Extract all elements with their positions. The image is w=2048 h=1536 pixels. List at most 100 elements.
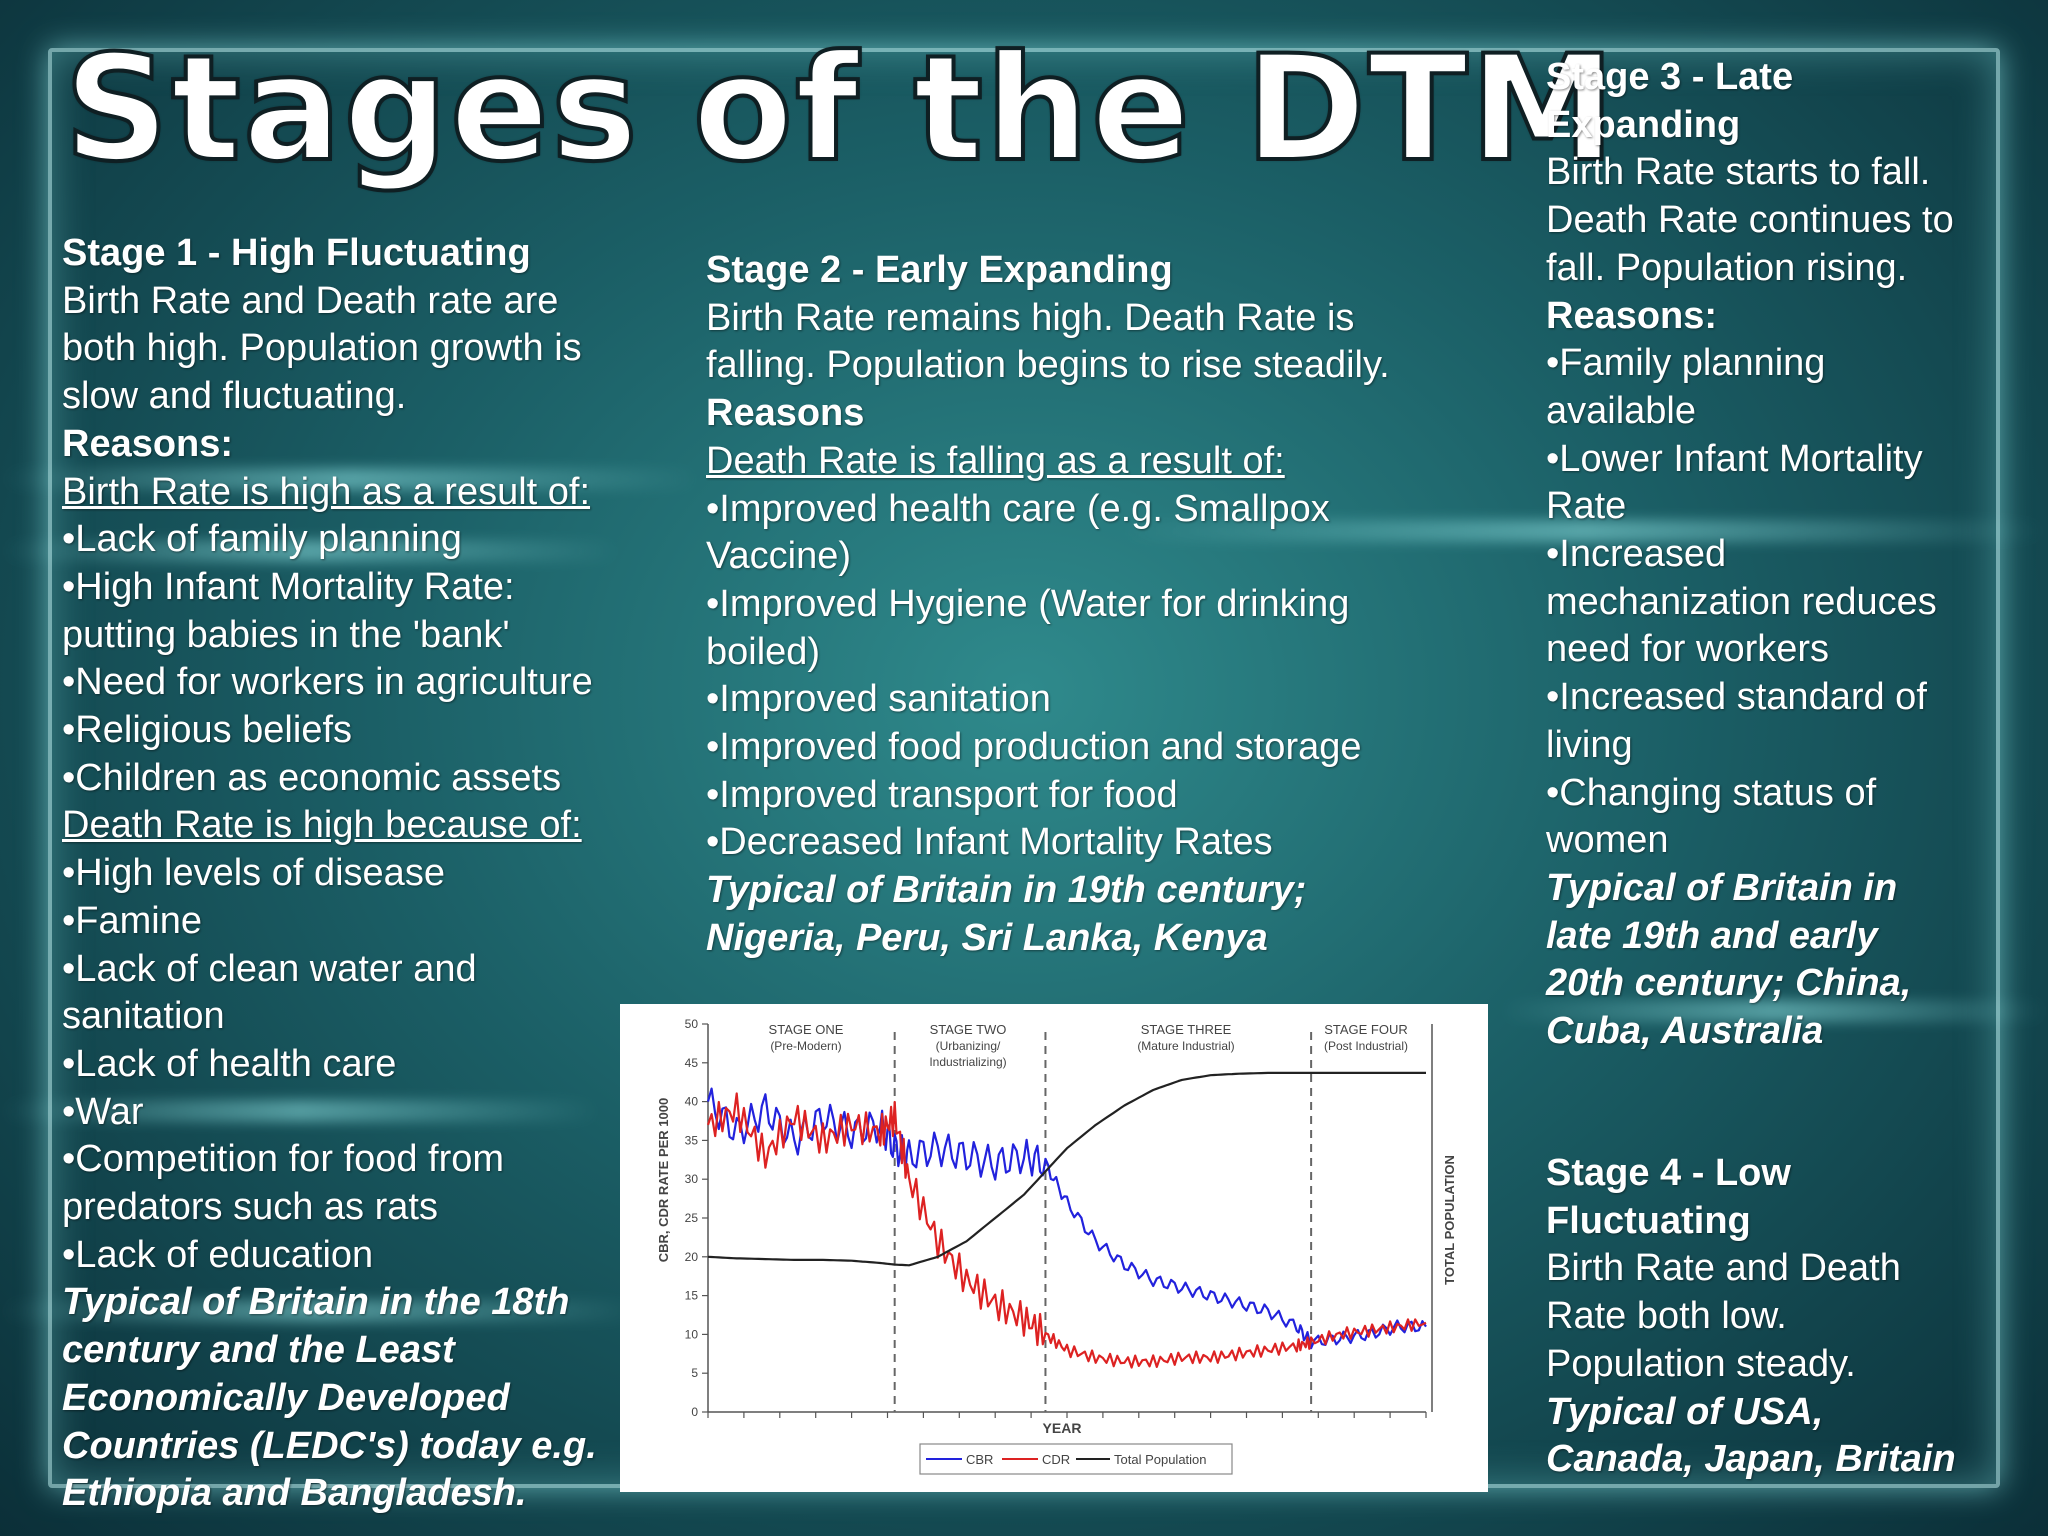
stage-3-heading: Stage 3 - Late [1546,56,1794,98]
y-tick-label: 40 [685,1095,699,1109]
series-total-population [707,1071,1426,1267]
stage-4-desc-line: Rate both low. [1546,1295,1787,1338]
y-tick-label: 45 [685,1056,699,1070]
y-tick-label: 35 [685,1133,699,1147]
stage-1-typical-line: Typical of Britain in the 18th [62,1281,570,1324]
stage-4-desc-line: Birth Rate and Death [1546,1247,1901,1290]
stage-1-birth-item: •High Infant Mortality Rate: [62,565,515,608]
background-streak [0,468,700,490]
stage-3-desc-line: Death Rate continues to [1546,199,1954,242]
legend-cdr-label: CDR [1042,1452,1070,1467]
stage-4-desc-line: Population steady. [1546,1342,1856,1385]
stage-1-typical-line: century and the Least [62,1329,455,1372]
stage-3-reasons-label: Reasons: [1546,294,1718,337]
stage-1-death-item: sanitation [62,995,225,1038]
y-tick-label: 20 [685,1250,699,1264]
stage-1-birth-item: •Lack of family planning [62,518,462,561]
legend-population-label: Total Population [1114,1452,1207,1467]
chart-legend: CBR CDR Total Population [919,1443,1233,1475]
stage-1-death-item: •High levels of disease [62,852,445,895]
stage-2-item: •Improved Hygiene (Water for drinking [706,582,1350,625]
stage-1-desc-line: slow and fluctuating. [62,375,407,418]
stage-4-typical-line: Canada, Japan, Britain [1546,1438,1956,1481]
stage-3-heading: Expanding [1546,103,1741,146]
stage-2-reasons-label: Reasons [706,392,865,435]
legend-cbr-label: CBR [966,1452,993,1467]
y-tick-label: 10 [685,1327,699,1341]
y-tick-label: 30 [685,1172,699,1186]
y-tick-label: 25 [685,1211,699,1225]
stage-4-column: Stage 4 - Low Fluctuating Birth Rate and… [1546,1150,1956,1484]
stage-3-item: women [1546,819,1669,862]
stage-1-birth-item: •Need for workers in agriculture [62,661,593,704]
stage-1-death-item: •Famine [62,899,203,942]
stage-label: STAGE ONE [769,1022,844,1037]
stage-sublabel: (Post Industrial) [1324,1039,1408,1053]
background-streak [0,540,620,562]
stage-sublabel: (Pre-Modern) [770,1039,841,1053]
stage-1-death-item: •Lack of education [62,1233,374,1276]
y-tick-label: 50 [685,1017,699,1031]
stage-1-birth-item: putting babies in the 'bank' [62,613,510,656]
stage-2-item: Vaccine) [706,535,852,578]
stage-4-heading: Fluctuating [1546,1199,1751,1242]
stage-3-item: •Increased [1546,533,1727,576]
stage-3-item: •Lower Infant Mortality [1546,437,1923,480]
stage-1-death-item: •Lack of clean water and [62,947,477,990]
stage-1-birth-item: •Religious beliefs [62,709,353,752]
y-tick-label: 5 [691,1366,698,1380]
stage-1-death-item: •Lack of health care [62,1042,397,1085]
stage-3-item: need for workers [1546,628,1830,671]
stage-2-typical-line: Typical of Britain in 19th century; [706,869,1307,912]
y-axis-label: CBR, CDR RATE PER 1000 [656,1098,671,1262]
stage-2-death-label: Death Rate is falling as a result of: [706,439,1285,482]
stage-sublabel: Industrializing) [929,1055,1006,1069]
series-cdr [706,1092,1427,1369]
stage-label: STAGE TWO [930,1022,1007,1037]
stage-1-death-item: •Competition for food from [62,1138,505,1181]
stage-2-desc-line: Birth Rate remains high. Death Rate is [706,296,1355,339]
stage-3-item: •Family planning [1546,342,1826,385]
stage-2-item: •Improved food production and storage [706,726,1362,769]
stage-1-death-item: •War [62,1090,144,1133]
stage-2-item: •Improved sanitation [706,678,1051,721]
stage-label: STAGE FOUR [1324,1022,1408,1037]
stage-3-item: Rate [1546,485,1627,528]
background-streak [1120,520,2048,542]
y-tick-label: 15 [685,1289,699,1303]
stage-1-typical-line: Ethiopia and Bangladesh. [62,1472,527,1515]
slide-title: Stages of the DTM [62,24,1618,194]
stage-1-column: Stage 1 - High Fluctuating Birth Rate an… [62,230,597,1518]
background-streak [0,1100,600,1122]
stage-3-typical-line: Cuba, Australia [1546,1010,1824,1053]
stage-sublabel: (Mature Industrial) [1137,1039,1234,1053]
stage-2-typical-line: Nigeria, Peru, Sri Lanka, Kenya [706,916,1268,959]
dtm-chart-svg: CBR, CDR RATE PER 1000 TOTAL POPULATION … [656,1017,1457,1475]
stage-1-desc-line: Birth Rate and Death rate are [62,279,559,322]
stage-2-item: •Improved health care (e.g. Smallpox [706,487,1330,530]
stage-3-item: •Changing status of [1546,771,1877,814]
stage-label: STAGE THREE [1141,1022,1232,1037]
stage-1-desc-line: both high. Population growth is [62,327,582,370]
stage-1-birth-item: •Children as economic assets [62,756,562,799]
y2-axis-label: TOTAL POPULATION [1442,1155,1457,1285]
stage-1-typical-line: Economically Developed [62,1376,510,1419]
dtm-chart: CBR, CDR RATE PER 1000 TOTAL POPULATION … [620,1004,1488,1492]
stage-2-heading: Stage 2 - Early Expanding [706,249,1173,291]
legend-box [919,1443,1233,1475]
x-axis-label: YEAR [1043,1420,1082,1436]
stage-3-item: living [1546,723,1633,766]
y-tick-label: 0 [691,1405,698,1419]
stage-3-typical-line: 20th century; China, [1546,962,1912,1005]
stage-1-death-label: Death Rate is high because of: [62,804,582,847]
stage-4-heading: Stage 4 - Low [1546,1152,1791,1194]
stage-2-item: •Improved transport for food [706,773,1178,816]
stage-4-typical-line: Typical of USA, [1546,1390,1824,1433]
stage-3-typical-line: Typical of Britain in [1546,866,1898,909]
stage-3-typical-line: late 19th and early [1546,914,1878,957]
stage-sublabel: (Urbanizing/ [936,1039,1001,1053]
stage-3-column: Stage 3 - Late Expanding Birth Rate star… [1546,54,1954,1056]
stage-2-desc-line: falling. Population begins to rise stead… [706,344,1390,387]
background-streak [0,1300,640,1322]
stage-2-column: Stage 2 - Early Expanding Birth Rate rem… [706,247,1390,963]
